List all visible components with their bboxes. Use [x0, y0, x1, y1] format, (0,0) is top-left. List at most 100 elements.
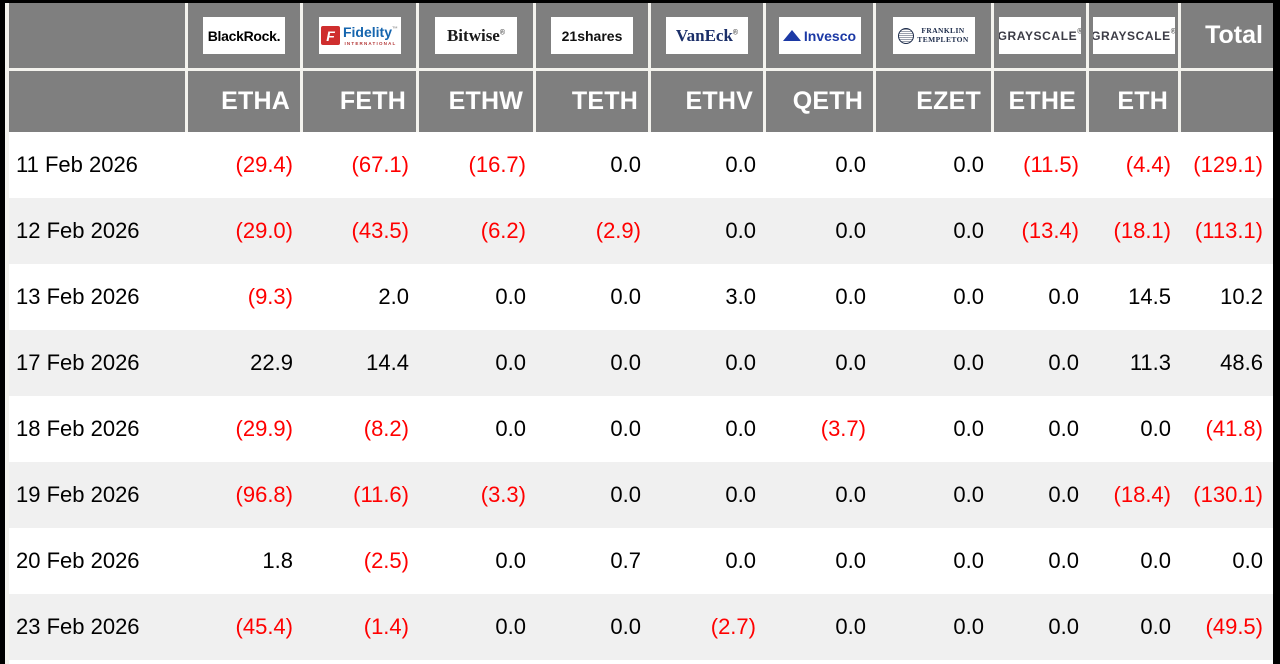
total-column-header: Total [1181, 3, 1273, 71]
table-row: 23 Feb 2026 (45.4) (1.4) 0.0 0.0 (2.7) 0.0 0.0 0… [9, 594, 1273, 660]
flow-cell-ezet: 0.0 [876, 594, 994, 660]
flow-cell-feth: (67.1) [303, 132, 419, 198]
registered-mark: ® [1170, 28, 1175, 36]
flow-cell-etha: (29.4) [188, 132, 303, 198]
date-cell: 20 Feb 2026 [9, 528, 188, 594]
invesco-logo: Invesco [778, 17, 861, 54]
flow-cell-ezet: 0.0 [876, 264, 994, 330]
date-cell: 23 Feb 2026 [9, 594, 188, 660]
flow-cell-qeth: 0.0 [766, 132, 876, 198]
flow-cell-etha: (29.0) [188, 198, 303, 264]
provider-header-grayscale-mini: GRAYSCALE® [1089, 3, 1181, 71]
etf-flows-table: BlackRock. F Fidelity™ INTERNATIONAL Bitwise… [9, 3, 1273, 664]
flow-cell-ethe: (11.5) [994, 132, 1089, 198]
flow-cell-ethv: 0.0 [651, 462, 766, 528]
flow-cell-ethw: (16.7) [419, 132, 536, 198]
21shares-wordmark: 21shares [561, 27, 623, 44]
registered-mark: ® [732, 29, 739, 37]
flow-cell-ethe: 0.0 [994, 396, 1089, 462]
flow-cell-eth: (18.4) [1089, 462, 1181, 528]
total-cell: (113.1) [1181, 198, 1273, 264]
flow-cell-eth: (4.4) [1089, 132, 1181, 198]
ticker-header-ethe: ETHE [994, 71, 1089, 132]
bitwise-logo: Bitwise® [435, 17, 517, 54]
flow-cell-ethv: 3.0 [651, 264, 766, 330]
provider-logo-row: BlackRock. F Fidelity™ INTERNATIONAL Bitwise… [9, 3, 1273, 71]
flow-cell-eth: 0.0 [1089, 528, 1181, 594]
flow-cell-qeth: 0.0 [766, 594, 876, 660]
table-row: 19 Feb 2026 (96.8) (11.6) (3.3) 0.0 0.0 0.0 0.0… [9, 462, 1273, 528]
franklin-templeton-wordmark: FRANKLIN TEMPLETON [917, 25, 969, 44]
flow-cell-teth: 0.0 [536, 462, 651, 528]
flow-cell-eth: 11.3 [1089, 330, 1181, 396]
flow-cell-ethe: 0.0 [994, 594, 1089, 660]
flow-cell-ethv: 0.0 [651, 198, 766, 264]
ticker-header-ethw: ETHW [419, 71, 536, 132]
ticker-header-etha: ETHA [188, 71, 303, 132]
grayscale-logo: GRAYSCALE® [999, 17, 1081, 54]
provider-header-grayscale: GRAYSCALE® [994, 3, 1089, 71]
fidelity-f-icon: F [320, 26, 340, 45]
fidelity-wordmark: Fidelity™ INTERNATIONAL [342, 23, 398, 46]
flow-cell-ethv: 0.0 [651, 330, 766, 396]
date-column-header [9, 3, 188, 71]
date-cell: 19 Feb 2026 [9, 462, 188, 528]
flow-cell-ethw: 0.0 [419, 264, 536, 330]
flow-cell-teth: 0.0 [536, 132, 651, 198]
grayscale-wordmark: GRAYSCALE® [999, 28, 1081, 43]
provider-header-21shares: 21shares [536, 3, 651, 71]
flow-cell-ethw: 0.0 [419, 396, 536, 462]
flow-cell-etha: 22.9 [188, 330, 303, 396]
flow-cell-feth: 14.4 [303, 330, 419, 396]
fidelity-logo: F Fidelity™ INTERNATIONAL [318, 17, 401, 54]
ticker-header-ezet: EZET [876, 71, 994, 132]
flow-cell-teth: 0.0 [536, 396, 651, 462]
table-body: 11 Feb 2026 (29.4) (67.1) (16.7) 0.0 0.0 0.0 0.… [9, 132, 1273, 664]
flow-cell-teth: 0.0 [536, 330, 651, 396]
flow-cell-etha: (9.3) [188, 264, 303, 330]
blackrock-logo: BlackRock. [203, 17, 285, 54]
flow-cell-feth: (43.5) [303, 198, 419, 264]
flow-cell-etha: (29.9) [188, 396, 303, 462]
flow-cell-feth: (2.5) [303, 528, 419, 594]
blackrock-wordmark: BlackRock. [207, 27, 281, 44]
total-cell: (49.5) [1181, 594, 1273, 660]
flow-cell-ethe: 0.0 [994, 462, 1089, 528]
flow-cell-etha: 1.8 [188, 528, 303, 594]
flow-cell-eth: (18.1) [1089, 198, 1181, 264]
provider-header-fidelity: F Fidelity™ INTERNATIONAL [303, 3, 419, 71]
flow-cell-etha: (45.4) [188, 594, 303, 660]
flow-cell-feth: (11.6) [303, 462, 419, 528]
flow-cell-qeth: 0.0 [766, 462, 876, 528]
flow-cell-ethv: 0.0 [651, 528, 766, 594]
flow-cell-ethv: (2.7) [651, 594, 766, 660]
flow-cell-teth: 0.0 [536, 264, 651, 330]
flow-cell-ezet: 0.0 [876, 528, 994, 594]
ticker-header-teth: TETH [536, 71, 651, 132]
invesco-wordmark: Invesco [803, 27, 857, 44]
partial-row-cell [9, 660, 1273, 664]
total-cell: 10.2 [1181, 264, 1273, 330]
invesco-mountain-icon [782, 30, 801, 41]
ticker-row: ETHA FETH ETHW TETH ETHV QETH EZET ETHE ETH [9, 71, 1273, 132]
flow-cell-ethw: 0.0 [419, 330, 536, 396]
table-header: BlackRock. F Fidelity™ INTERNATIONAL Bitwise… [9, 3, 1273, 132]
date-cell: 12 Feb 2026 [9, 198, 188, 264]
grayscale-mini-logo: GRAYSCALE® [1092, 17, 1175, 54]
flow-cell-ethe: (13.4) [994, 198, 1089, 264]
total-cell: (130.1) [1181, 462, 1273, 528]
table-row: 11 Feb 2026 (29.4) (67.1) (16.7) 0.0 0.0 0.0 0.… [9, 132, 1273, 198]
provider-header-invesco: Invesco [766, 3, 876, 71]
fidelity-international-label: INTERNATIONAL [344, 40, 397, 46]
flow-cell-ezet: 0.0 [876, 198, 994, 264]
date-cell: 13 Feb 2026 [9, 264, 188, 330]
flow-cell-qeth: 0.0 [766, 330, 876, 396]
ticker-header-feth: FETH [303, 71, 419, 132]
ticker-header-qeth: QETH [766, 71, 876, 132]
provider-header-franklin-templeton: FRANKLIN TEMPLETON [876, 3, 994, 71]
flow-cell-ethw: 0.0 [419, 528, 536, 594]
flow-cell-qeth: (3.7) [766, 396, 876, 462]
flow-cell-qeth: 0.0 [766, 264, 876, 330]
flow-cell-ethw: (3.3) [419, 462, 536, 528]
flow-cell-ethv: 0.0 [651, 396, 766, 462]
